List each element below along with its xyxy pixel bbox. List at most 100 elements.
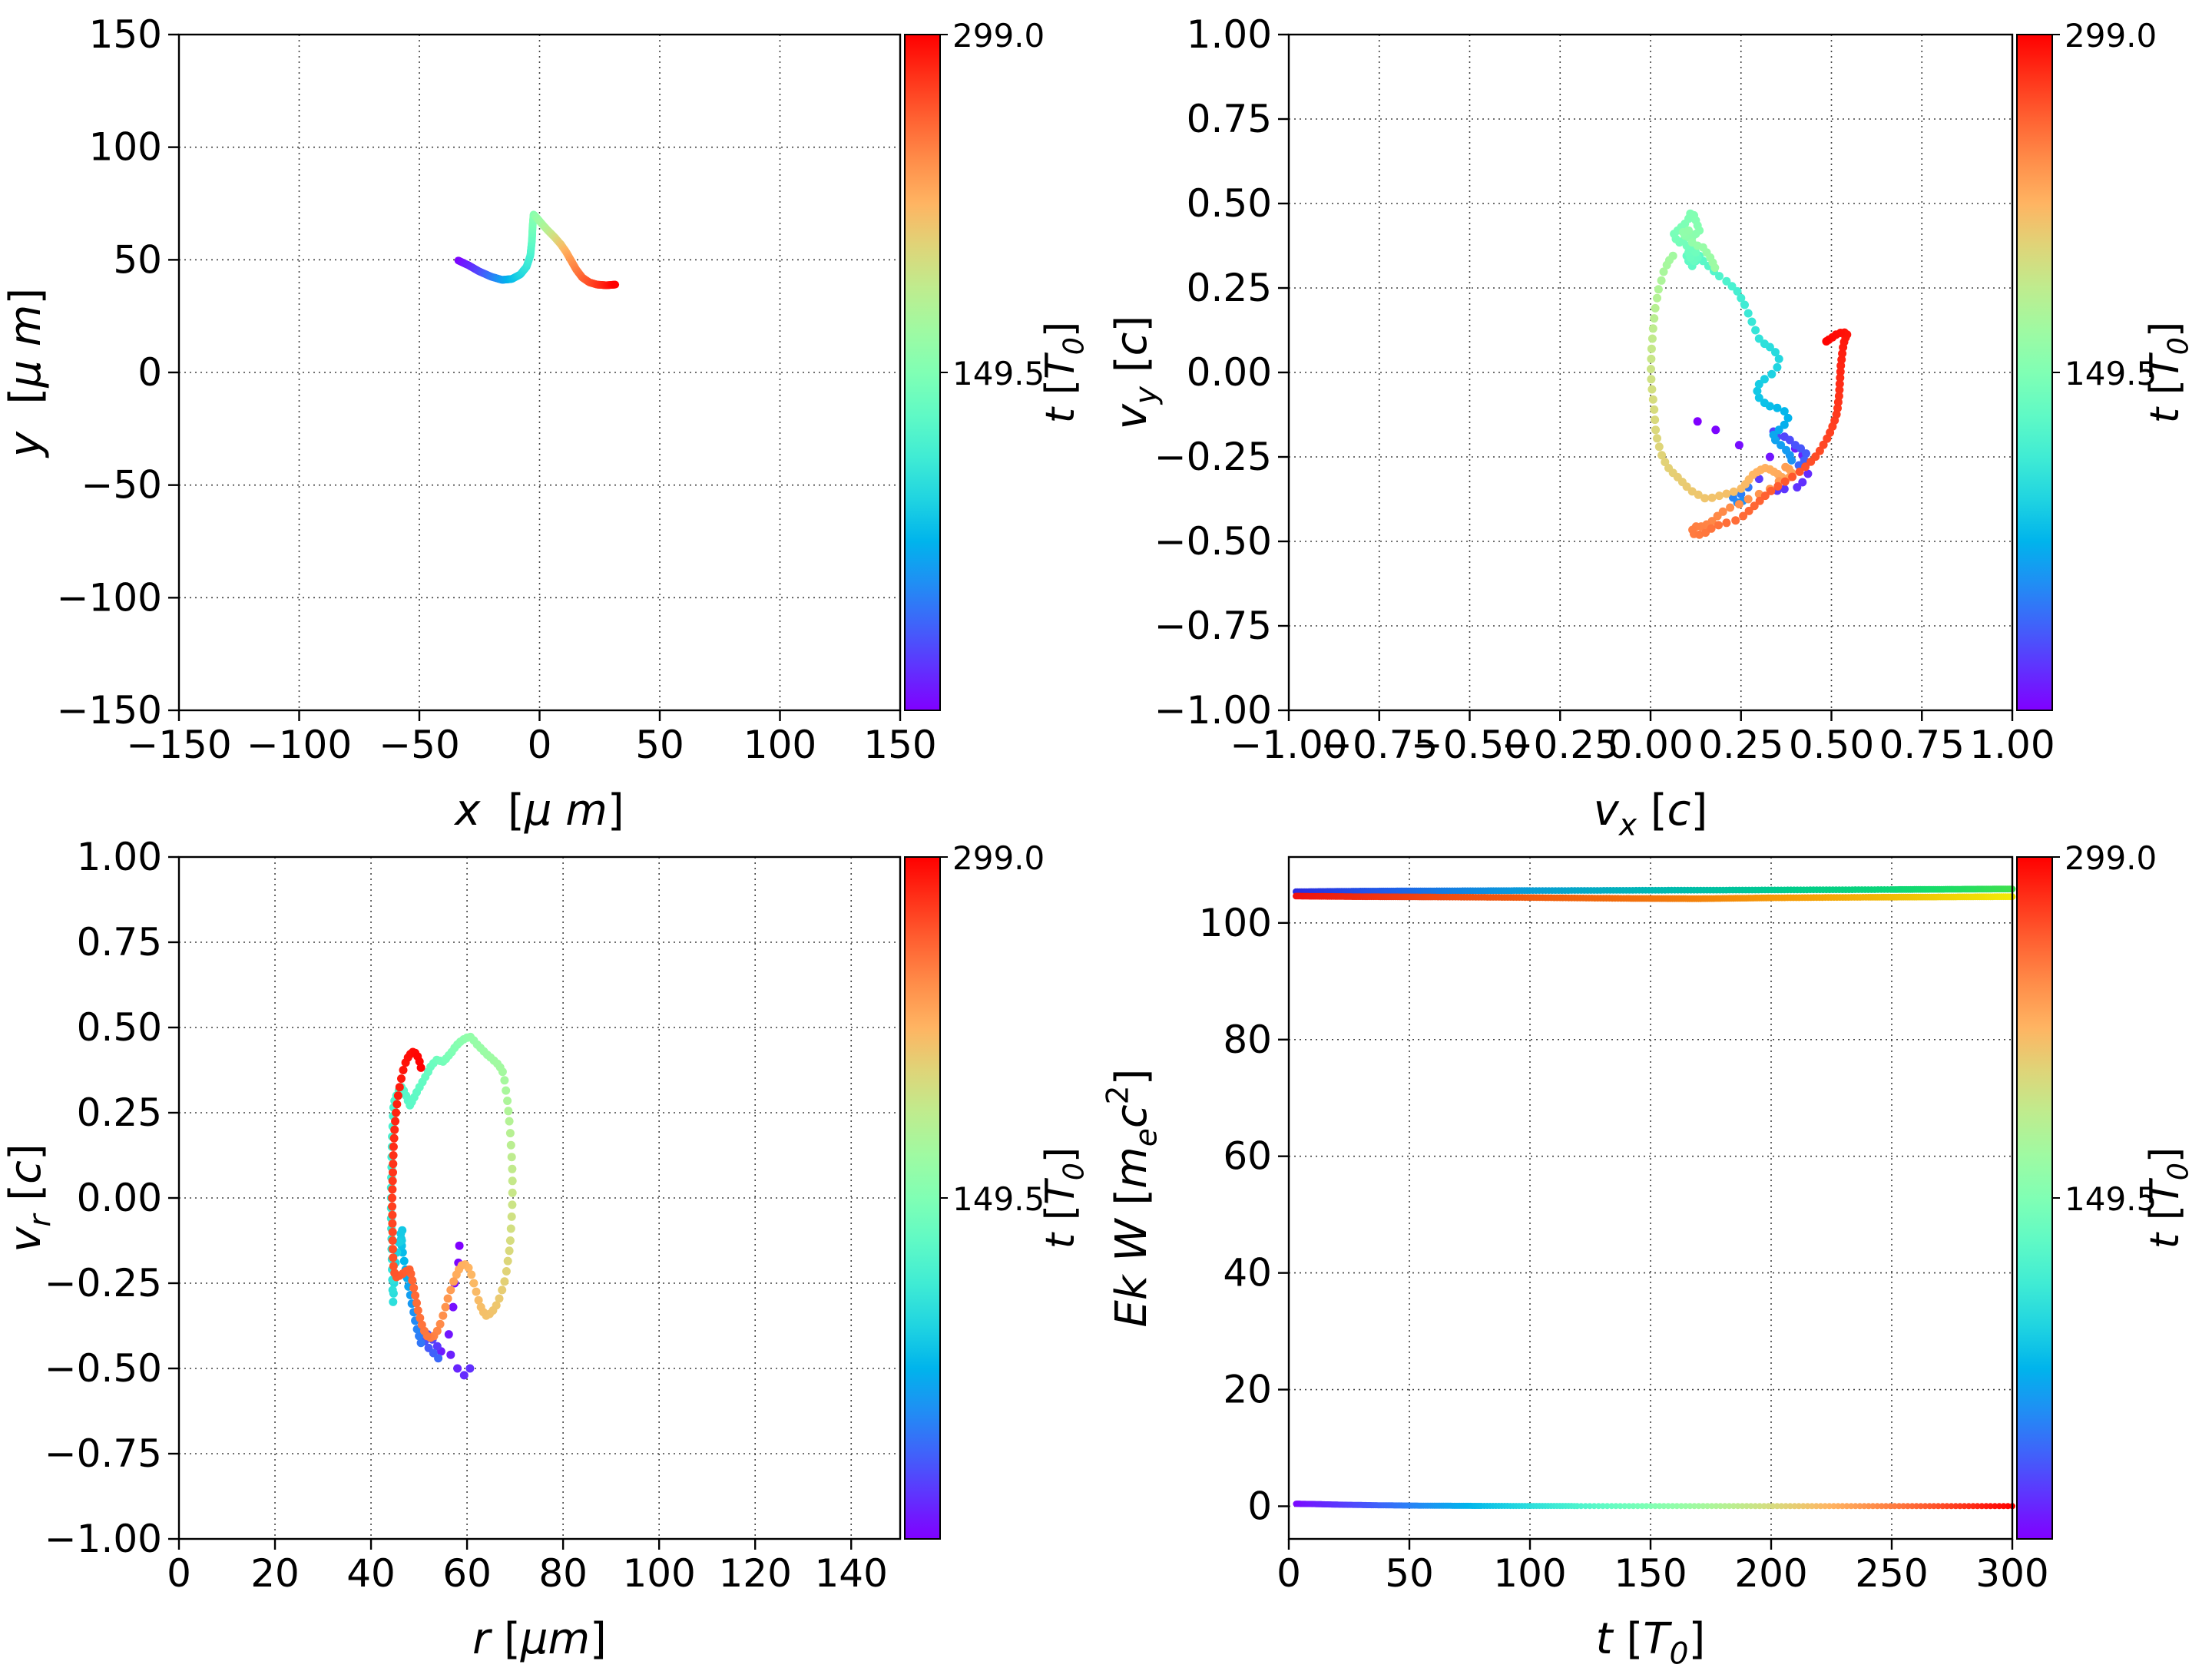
y-tick-label: 1.00 bbox=[77, 835, 162, 879]
x-tick-label: 0.25 bbox=[1698, 723, 1783, 767]
ticks bbox=[168, 33, 902, 721]
colorbar-max-label: 299.0 bbox=[952, 839, 1045, 877]
gridlines bbox=[178, 856, 900, 1540]
y-axis-label: y [μ m] bbox=[1, 288, 51, 458]
colorbar-mid-label: 149.5 bbox=[952, 1180, 1045, 1218]
x-tick-label: 0 bbox=[167, 1551, 191, 1596]
ticks bbox=[1278, 922, 2014, 1550]
x-tick-label: 40 bbox=[346, 1551, 396, 1596]
y-tick-label: 40 bbox=[1223, 1251, 1272, 1295]
x-tick-label: 60 bbox=[442, 1551, 492, 1596]
tick-labels: −150 −100 −50 0 50 100 150 −150 −100 −50 0 50 100 150 bbox=[57, 12, 937, 767]
y-axis-label: vy [c] bbox=[1107, 316, 1164, 430]
vxvy-points bbox=[1647, 209, 1852, 539]
y-tick-label: 0.25 bbox=[1187, 266, 1272, 310]
data-points bbox=[454, 210, 620, 290]
colorbar-axis-label: t [T0] bbox=[1038, 1147, 1090, 1249]
y-tick-label: 1.00 bbox=[1187, 12, 1272, 57]
x-tick-label: 150 bbox=[1614, 1551, 1687, 1596]
y-tick-label: 60 bbox=[1223, 1134, 1272, 1179]
y-tick-label: −100 bbox=[57, 575, 162, 620]
x-tick-label: 80 bbox=[538, 1551, 588, 1596]
tick-labels: −1.00−0.75−0.50−0.250.00 0.25 0.50 0.75 1.00… bbox=[1154, 12, 2055, 767]
x-tick-label: 100 bbox=[743, 723, 816, 767]
x-tick-label: 140 bbox=[815, 1551, 888, 1596]
tick-labels: 0 50 100 150 200 250 300 0 20 40 60 80 100 bbox=[1199, 901, 2049, 1596]
y-tick-label: −0.75 bbox=[1154, 604, 1272, 648]
data-points bbox=[1293, 885, 2016, 1510]
x-tick-label: 0.50 bbox=[1789, 723, 1874, 767]
y-tick-label: 50 bbox=[113, 237, 162, 282]
y-tick-label: 0.25 bbox=[77, 1090, 162, 1135]
y-tick-label: 100 bbox=[1199, 901, 1272, 945]
x-tick-label: 50 bbox=[1385, 1551, 1434, 1596]
colorbar-mid-label: 149.5 bbox=[952, 355, 1045, 392]
colorbar: 299.0 149.5t [T0] bbox=[904, 839, 1090, 1540]
y-axis-label: Ek W [mec2] bbox=[1101, 1069, 1164, 1328]
y-tick-label: −50 bbox=[81, 463, 162, 508]
y-tick-label: 0.50 bbox=[1187, 181, 1272, 226]
x-tick-label: −0.25 bbox=[1502, 723, 1619, 767]
y-tick-label: 100 bbox=[89, 125, 162, 170]
x-axis-label: t [T0] bbox=[1596, 1614, 1706, 1671]
subplot-energy-vs-time-canvas: 0 50 100 150 200 250 300 0 20 40 60 80 100 t [T0] Ek W… bbox=[1101, 839, 2194, 1671]
x-axis-label: vx [c] bbox=[1594, 786, 1708, 842]
tick-labels: 0 20 40 60 80 100 120 140 −1.00 −0.75 −0.50 −0.25 0.… bbox=[45, 835, 888, 1596]
subplot-velocity-vxvy: −1.00 −0.75 −0.50 −0.25 0.00 0.25 0.50 0.75 1.00… bbox=[1106, 0, 2212, 842]
rvr-points bbox=[386, 1032, 517, 1380]
y-tick-label: 0.75 bbox=[1187, 97, 1272, 141]
y-tick-label: 0.00 bbox=[1187, 350, 1272, 395]
colorbar-mid-label: 149.5 bbox=[2065, 355, 2157, 392]
colorbar-gradient bbox=[904, 34, 941, 711]
colorbar: 299.0 149.5t [T0] bbox=[2016, 839, 2194, 1540]
x-tick-label: 150 bbox=[863, 723, 936, 767]
y-tick-label: −0.75 bbox=[45, 1431, 162, 1476]
colorbar-axis-label: t [T0] bbox=[2142, 322, 2194, 423]
x-tick-label: −1.00 bbox=[1230, 723, 1347, 767]
y-tick-label: 0 bbox=[137, 350, 162, 395]
y-tick-label: 0 bbox=[1247, 1484, 1272, 1528]
x-tick-label: 250 bbox=[1855, 1551, 1928, 1596]
x-axis-label: x [μ m] bbox=[453, 786, 624, 836]
x-tick-label: 0.00 bbox=[1608, 723, 1693, 767]
x-tick-label: −0.75 bbox=[1320, 723, 1438, 767]
colorbar-gradient bbox=[904, 856, 941, 1540]
y-tick-label: −0.50 bbox=[45, 1346, 162, 1391]
data-points bbox=[386, 1032, 517, 1380]
x-tick-label: −0.50 bbox=[1411, 723, 1528, 767]
y-tick-label: 80 bbox=[1223, 1017, 1272, 1062]
x-tick-label: −50 bbox=[379, 723, 460, 767]
bottom-energy-line bbox=[1293, 1501, 2015, 1510]
y-tick-label: 20 bbox=[1223, 1368, 1272, 1412]
subplot-position-xy: −150 −100 −50 0 50 100 150 −150 −100 −50 0 50 100 150… bbox=[0, 0, 1106, 836]
colorbar-max-label: 299.0 bbox=[2065, 839, 2157, 877]
colorbar-max-label: 299.0 bbox=[2065, 17, 2157, 55]
y-tick-label: −1.00 bbox=[45, 1517, 162, 1561]
ticks bbox=[168, 855, 853, 1550]
y-tick-label: −1.00 bbox=[1154, 688, 1272, 733]
y-tick-label: 150 bbox=[89, 12, 162, 57]
x-tick-label: 200 bbox=[1734, 1551, 1807, 1596]
subplot-position-xy-canvas: −150 −100 −50 0 50 100 150 −150 −100 −50 0 50 100 150… bbox=[1, 12, 1090, 836]
data-points bbox=[1647, 209, 1852, 539]
x-tick-label: 120 bbox=[718, 1551, 791, 1596]
subplot-radial-rvr-canvas: 0 20 40 60 80 100 120 140 −1.00 −0.75 −0.50 −0.25 0.… bbox=[1, 835, 1090, 1664]
x-tick-label: 0.75 bbox=[1879, 723, 1965, 767]
colorbar-gradient bbox=[2016, 856, 2053, 1540]
y-tick-label: −0.25 bbox=[45, 1261, 162, 1305]
y-tick-label: 0.00 bbox=[77, 1176, 162, 1220]
x-tick-label: 1.00 bbox=[1969, 723, 2055, 767]
colorbar-gradient bbox=[2016, 34, 2053, 711]
x-tick-label: 300 bbox=[1975, 1551, 2048, 1596]
subplot-energy-vs-time: 0 50 100 150 200 250 300 0 20 40 60 80 100 t [T0] Ek W… bbox=[1101, 836, 2212, 1671]
x-tick-label: 100 bbox=[622, 1551, 695, 1596]
y-tick-label: −150 bbox=[57, 688, 162, 733]
x-axis-label: r [μm] bbox=[472, 1614, 607, 1664]
trajectory bbox=[454, 210, 620, 290]
y-tick-label: −0.50 bbox=[1154, 519, 1272, 564]
colorbar-axis-label: t [T0] bbox=[1038, 322, 1090, 423]
y-tick-label: 0.75 bbox=[77, 920, 162, 965]
colorbar-axis-label: t [T0] bbox=[2142, 1147, 2194, 1249]
subplot-velocity-vxvy-canvas: −1.00−0.75−0.50−0.250.00 0.25 0.50 0.75 1.00… bbox=[1107, 12, 2194, 842]
colorbar: 299.0 149.5t [T0] bbox=[2016, 17, 2194, 711]
